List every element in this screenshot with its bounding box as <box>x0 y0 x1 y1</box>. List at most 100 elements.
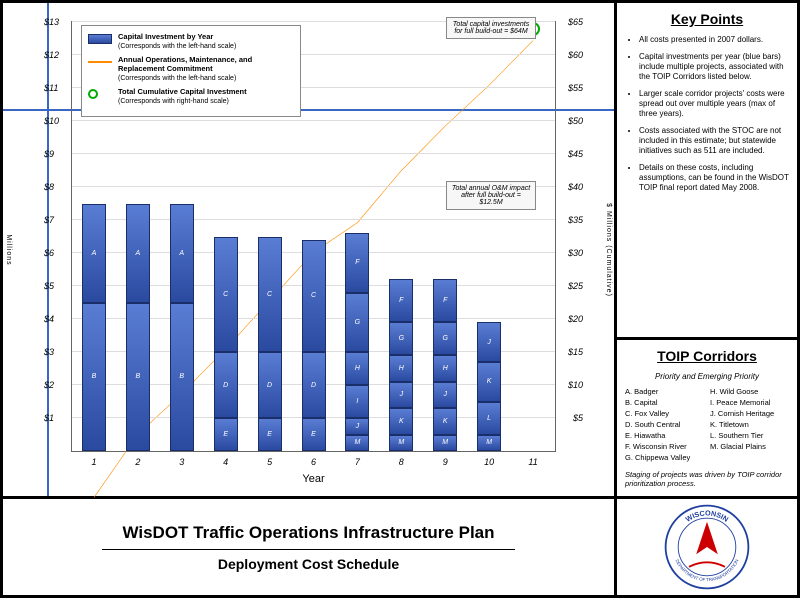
bar-year-7: MJIHGF <box>345 233 369 451</box>
y-tick-right: $45 <box>568 149 583 159</box>
bar-segment: E <box>258 418 282 451</box>
x-tick: 1 <box>91 457 96 467</box>
key-point-item: Larger scale corridor projects' costs we… <box>639 89 789 119</box>
legend-line-note: (Corresponds with the left-hand scale) <box>118 75 236 82</box>
x-axis-label: Year <box>302 473 324 485</box>
corridor-item: D. South Central <box>625 420 704 429</box>
bar-segment: J <box>389 382 413 408</box>
title-rule <box>102 549 516 550</box>
bar-year-2: BA <box>126 204 150 452</box>
bar-segment: D <box>258 352 282 418</box>
gridline <box>72 120 555 121</box>
bar-segment: C <box>258 237 282 353</box>
x-tick: 7 <box>355 457 360 467</box>
bar-segment: G <box>345 293 369 352</box>
plot: Year $1$5$2$10$3$15$4$20$5$25$6$30$7$35$… <box>11 11 606 488</box>
gridline <box>72 153 555 154</box>
bar-segment: B <box>126 303 150 452</box>
y-tick-right: $30 <box>568 248 583 258</box>
legend-circle: Total Cumulative Capital Investment(Corr… <box>88 87 294 105</box>
y-tick-right: $55 <box>568 83 583 93</box>
bar-segment: G <box>389 322 413 355</box>
bar-segment: J <box>433 382 457 408</box>
bar-swatch <box>88 34 112 44</box>
bar-year-5: EDC <box>258 237 282 452</box>
bar-segment: H <box>389 355 413 381</box>
corridors-grid: A. BadgerH. Wild GooseB. CapitalI. Peace… <box>625 387 789 462</box>
y-tick-left: $1 <box>44 413 54 423</box>
legend-line: Annual Operations, Maintenance, and Repl… <box>88 55 294 82</box>
bar-segment: D <box>214 352 238 418</box>
bar-segment: A <box>82 204 106 303</box>
legend-circle-label: Total Cumulative Capital Investment <box>118 87 247 96</box>
bar-segment: M <box>389 435 413 451</box>
bar-segment: H <box>433 355 457 381</box>
bar-segment: A <box>126 204 150 303</box>
key-points-list: All costs presented in 2007 dollars. Capi… <box>625 35 789 193</box>
line-swatch <box>88 57 112 67</box>
logo-cell: WISCONSIN DEPARTMENT OF TRANSPORTATION <box>617 499 797 595</box>
y-tick-left: $3 <box>44 347 54 357</box>
key-point-item: Capital investments per year (blue bars)… <box>639 52 789 82</box>
bar-segment: L <box>477 402 501 435</box>
corridors-note: Staging of projects was driven by TOIP c… <box>625 470 789 488</box>
corridor-item: K. Titletown <box>710 420 789 429</box>
x-tick: 8 <box>399 457 404 467</box>
y-tick-left: $6 <box>44 248 54 258</box>
x-tick: 2 <box>135 457 140 467</box>
bar-year-6: EDC <box>302 240 326 451</box>
bar-segment: F <box>389 279 413 322</box>
y-tick-right: $65 <box>568 17 583 27</box>
chart-panel: Millions $ Millions (Cumulative) Year $1… <box>3 3 617 496</box>
y-tick-left: $7 <box>44 215 54 225</box>
corridor-item: A. Badger <box>625 387 704 396</box>
y-tick-left: $5 <box>44 281 54 291</box>
bar-year-1: BA <box>82 204 106 452</box>
legend-bar-label: Capital Investment by Year <box>118 32 236 41</box>
wisdot-logo: WISCONSIN DEPARTMENT OF TRANSPORTATION <box>662 502 752 592</box>
corridors: TOIP Corridors Priority and Emerging Pri… <box>617 340 797 496</box>
bar-segment: A <box>170 204 194 303</box>
y-tick-right: $40 <box>568 182 583 192</box>
bar-segment: B <box>170 303 194 452</box>
x-tick: 10 <box>484 457 494 467</box>
legend-line-label: Annual Operations, Maintenance, and Repl… <box>118 55 294 73</box>
legend: Capital Investment by Year (Corresponds w… <box>81 25 301 117</box>
corridor-item <box>710 453 789 462</box>
callout-om: Total annual O&M impact after full build… <box>446 181 536 210</box>
corridor-item: M. Glacial Plains <box>710 442 789 451</box>
page-frame: Millions $ Millions (Cumulative) Year $1… <box>0 0 800 598</box>
main-title: WisDOT Traffic Operations Infrastructure… <box>122 523 494 543</box>
y-tick-left: $11 <box>44 83 58 93</box>
corridor-item: E. Hiawatha <box>625 431 704 440</box>
y-tick-right: $10 <box>568 380 583 390</box>
bar-segment: G <box>433 322 457 355</box>
title-row: WisDOT Traffic Operations Infrastructure… <box>3 499 797 595</box>
y-tick-right: $5 <box>573 413 583 423</box>
corridor-item: I. Peace Memorial <box>710 398 789 407</box>
bar-segment: M <box>433 435 457 451</box>
bar-segment: C <box>302 240 326 352</box>
circle-swatch <box>88 89 112 99</box>
corridor-item: G. Chippewa Valley <box>625 453 704 462</box>
callout-capital: Total capital investments for full build… <box>446 17 536 39</box>
y-tick-right: $15 <box>568 347 583 357</box>
x-tick: 3 <box>179 457 184 467</box>
x-tick: 11 <box>528 457 537 467</box>
key-point-item: Costs associated with the STOC are not i… <box>639 126 789 156</box>
title-cell: WisDOT Traffic Operations Infrastructure… <box>3 499 617 595</box>
bar-segment: K <box>433 408 457 434</box>
corridors-heading: TOIP Corridors <box>625 348 789 364</box>
y-tick-left: $12 <box>44 50 59 60</box>
bar-segment: B <box>82 303 106 452</box>
y-tick-left: $10 <box>44 116 59 126</box>
x-tick: 6 <box>311 457 316 467</box>
corridors-sub: Priority and Emerging Priority <box>625 372 789 381</box>
bar-segment: M <box>345 435 369 451</box>
bar-segment: C <box>214 237 238 353</box>
bar-segment: M <box>477 435 501 451</box>
bar-segment: I <box>345 385 369 418</box>
key-point-item: All costs presented in 2007 dollars. <box>639 35 789 45</box>
y-tick-right: $50 <box>568 116 583 126</box>
bar-segment: J <box>477 322 501 362</box>
